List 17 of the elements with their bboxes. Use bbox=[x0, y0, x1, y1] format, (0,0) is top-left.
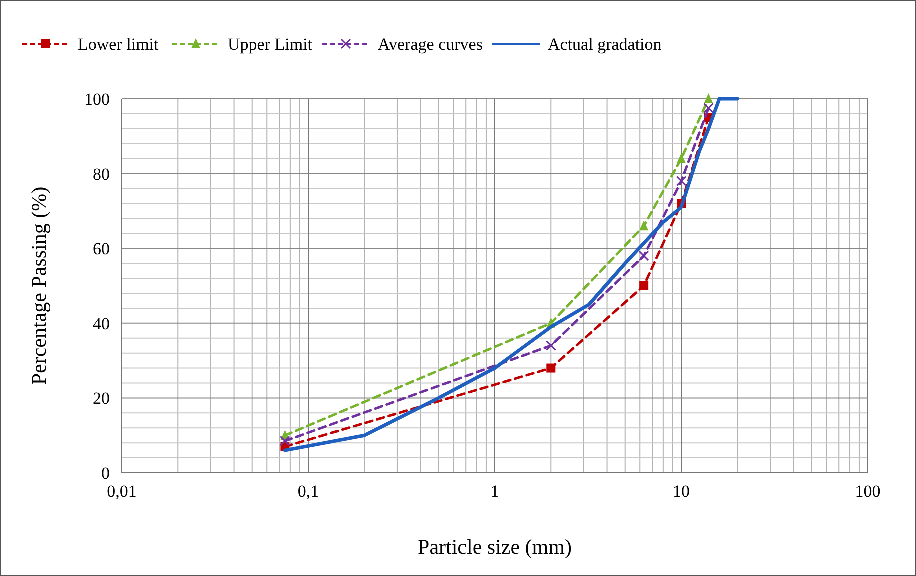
y-tick-label: 40 bbox=[93, 314, 110, 334]
y-tick-label: 100 bbox=[84, 90, 110, 109]
legend-label: Lower limit bbox=[78, 35, 160, 54]
x-tick-label: 10 bbox=[673, 482, 690, 501]
y-tick-label: 80 bbox=[93, 164, 110, 184]
legend-label: Actual gradation bbox=[548, 35, 662, 54]
y-tick-label: 0 bbox=[102, 464, 110, 483]
x-tick-label: 1 bbox=[490, 482, 500, 501]
y-tick-label: 60 bbox=[93, 240, 110, 259]
x-axis-title: Particle size (mm) bbox=[418, 535, 572, 559]
y-tick-label: 20 bbox=[93, 389, 110, 408]
legend-label: Upper Limit bbox=[228, 35, 313, 54]
legend-label: Average curves bbox=[378, 35, 483, 54]
x-tick-label: 0,01 bbox=[107, 482, 137, 501]
y-axis-title: Percentage Passing (%) bbox=[27, 186, 51, 386]
x-tick-label: 0,1 bbox=[298, 482, 320, 501]
x-tick-label: 100 bbox=[855, 482, 881, 501]
